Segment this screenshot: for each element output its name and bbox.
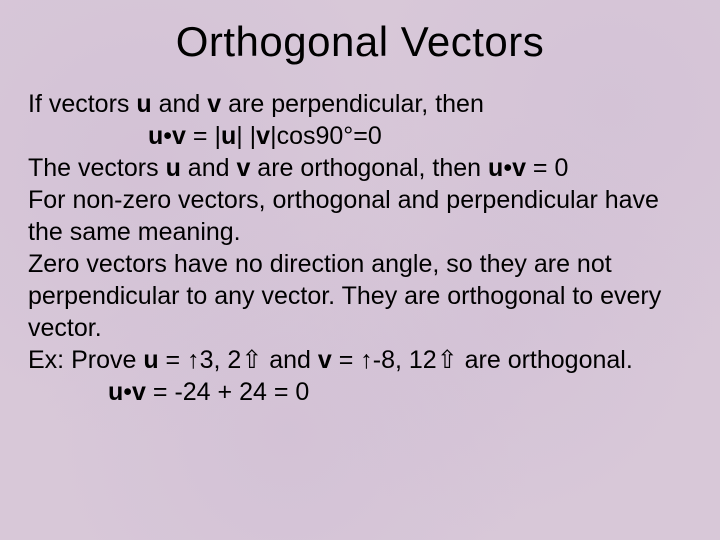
line-6: Ex: Prove u = ↑3, 2⇧ and v = ↑-8, 12⇧ ar… (28, 344, 692, 376)
text: |cos90°=0 (270, 122, 382, 150)
text: Ex: Prove (28, 346, 143, 374)
text: = (332, 346, 361, 374)
vec-u: u (488, 154, 503, 182)
line-3: The vectors u and v are orthogonal, then… (28, 152, 692, 184)
rbracket-icon: ⇧ (437, 346, 458, 374)
text: -8, 12 (373, 346, 437, 374)
dot-icon: • (163, 122, 172, 150)
slide-title: Orthogonal Vectors (28, 18, 692, 66)
text: and (262, 346, 318, 374)
slide-body: If vectors u and v are perpendicular, th… (28, 88, 692, 408)
text: | | (236, 122, 256, 150)
line-1: If vectors u and v are perpendicular, th… (28, 88, 692, 120)
vec-u: u (108, 378, 123, 406)
vec-v: v (236, 154, 250, 182)
text: and (152, 90, 208, 118)
vec-u: u (148, 122, 163, 150)
text: = -24 + 24 = 0 (146, 378, 309, 406)
vec-u: u (166, 154, 181, 182)
text: are orthogonal, then (250, 154, 488, 182)
vec-v: v (256, 122, 270, 150)
text: and (181, 154, 237, 182)
vec-v: v (172, 122, 186, 150)
vec-v: v (512, 154, 526, 182)
text: The vectors (28, 154, 166, 182)
line-7: u•v = -24 + 24 = 0 (28, 376, 692, 408)
rbracket-icon: ⇧ (241, 346, 262, 374)
line-4: For non-zero vectors, orthogonal and per… (28, 184, 692, 248)
text: are perpendicular, then (221, 90, 484, 118)
text: = (159, 346, 188, 374)
vec-u: u (143, 346, 158, 374)
dot-icon: • (503, 154, 512, 182)
text: = 0 (526, 154, 568, 182)
vec-u: u (136, 90, 151, 118)
lbracket-icon: ↑ (187, 346, 200, 374)
dot-icon: • (123, 378, 132, 406)
text: 3, 2 (200, 346, 242, 374)
text: If vectors (28, 90, 136, 118)
vec-v: v (207, 90, 221, 118)
text: are orthogonal. (458, 346, 633, 374)
vec-u: u (221, 122, 236, 150)
vec-v: v (132, 378, 146, 406)
lbracket-icon: ↑ (360, 346, 373, 374)
line-5: Zero vectors have no direction angle, so… (28, 248, 692, 344)
vec-v: v (318, 346, 332, 374)
text: = | (186, 122, 221, 150)
line-2: u•v = |u| |v|cos90°=0 (28, 120, 692, 152)
